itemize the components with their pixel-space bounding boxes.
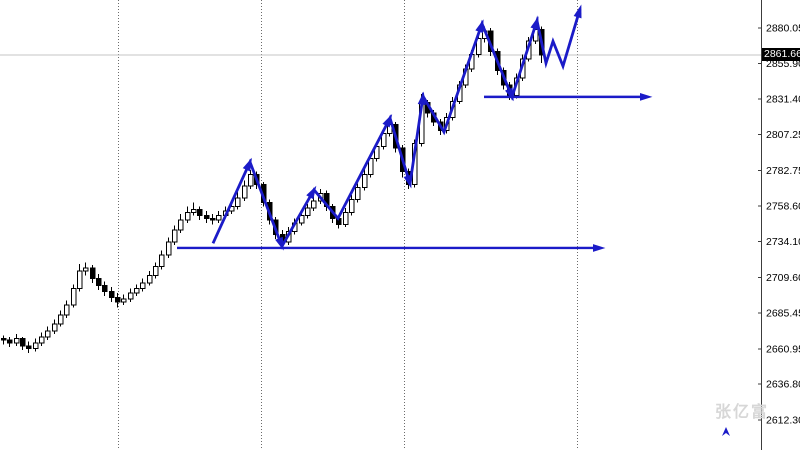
- candle-bull: [57, 314, 64, 325]
- candle-bull: [76, 270, 83, 290]
- price-axis-label: 2660.95: [766, 343, 800, 355]
- price-axis-label: 2807.25: [766, 129, 800, 141]
- arrowhead: [593, 244, 606, 252]
- candle-bull: [158, 254, 165, 268]
- arrowhead: [242, 157, 252, 172]
- candle-bear: [6, 339, 13, 344]
- candle-bull: [171, 229, 178, 243]
- zigzag-trend-lines: [211, 4, 582, 251]
- price-axis[interactable]: 2880.052855.902831.402807.252782.752758.…: [758, 0, 800, 450]
- candle-bull: [348, 198, 355, 214]
- price-axis-label: 2880.05: [766, 23, 800, 35]
- candle-bull: [44, 330, 51, 338]
- candle-bull: [190, 209, 197, 214]
- candle-bear: [203, 214, 210, 219]
- candle-bear: [114, 296, 121, 303]
- candle-bear: [95, 277, 102, 287]
- arrowhead: [417, 91, 426, 106]
- candle-bull: [310, 200, 317, 209]
- candle-bear: [19, 337, 26, 347]
- arrowhead: [505, 87, 514, 102]
- price-axis-label: 2831.40: [766, 94, 800, 106]
- arrowhead: [382, 113, 393, 128]
- zigzag-polyline[interactable]: [211, 8, 582, 250]
- candle-bull: [177, 219, 184, 231]
- watermark: 张亿富: [714, 404, 769, 421]
- candle-bull: [152, 266, 159, 276]
- candle-bull: [13, 337, 20, 344]
- candle-bull: [133, 288, 140, 294]
- candle-bull: [354, 187, 361, 200]
- arrowhead: [573, 4, 582, 19]
- candlesticks: [0, 20, 545, 354]
- candle-bull: [63, 304, 70, 316]
- candle-bear: [89, 267, 96, 279]
- candle-bull: [241, 185, 248, 199]
- candle-bull: [475, 37, 482, 55]
- candle-bull: [304, 207, 311, 216]
- candle-bear: [209, 217, 216, 221]
- arrowhead: [640, 93, 653, 101]
- candle-bull: [127, 292, 134, 300]
- price-axis-label: 2758.60: [766, 200, 800, 212]
- candle-bull: [361, 173, 368, 189]
- candle-bear: [0, 337, 7, 341]
- candle-bull: [38, 336, 45, 344]
- candle-bear: [196, 209, 203, 216]
- price-axis-label: 2685.45: [766, 307, 800, 319]
- candle-bull: [51, 323, 58, 332]
- candle-bear: [25, 345, 32, 350]
- candle-bear: [108, 291, 115, 298]
- arrowhead: [403, 174, 412, 189]
- up-arrowhead-marker[interactable]: [722, 427, 730, 436]
- candle-bull: [165, 241, 172, 256]
- price-axis-label: 2734.10: [766, 236, 800, 248]
- candle-bull: [184, 212, 191, 221]
- current-price-tag: 2861.66: [762, 48, 800, 62]
- chart-markers: [722, 427, 730, 436]
- price-axis-label: 2612.30: [766, 415, 800, 427]
- candle-bull: [146, 274, 153, 284]
- candle-bull: [32, 342, 39, 350]
- candle-bull: [247, 173, 254, 187]
- arrowhead: [306, 185, 317, 200]
- price-axis-label: 2782.75: [766, 165, 800, 177]
- candle-bear: [101, 285, 108, 293]
- candle-bull: [234, 197, 241, 208]
- arrowhead: [275, 236, 284, 251]
- price-axis-label: 2636.80: [766, 379, 800, 391]
- candle-bull: [120, 298, 127, 303]
- candle-bull: [215, 214, 222, 221]
- period-separators: [118, 0, 578, 450]
- arrowhead: [475, 19, 484, 34]
- arrowhead: [530, 16, 539, 31]
- price-axis-label: 2709.60: [766, 272, 800, 284]
- candle-bull: [139, 282, 146, 290]
- candle-bull: [342, 212, 349, 225]
- candle-bull: [82, 267, 89, 272]
- candle-bull: [298, 214, 305, 224]
- candle-bull: [70, 288, 77, 306]
